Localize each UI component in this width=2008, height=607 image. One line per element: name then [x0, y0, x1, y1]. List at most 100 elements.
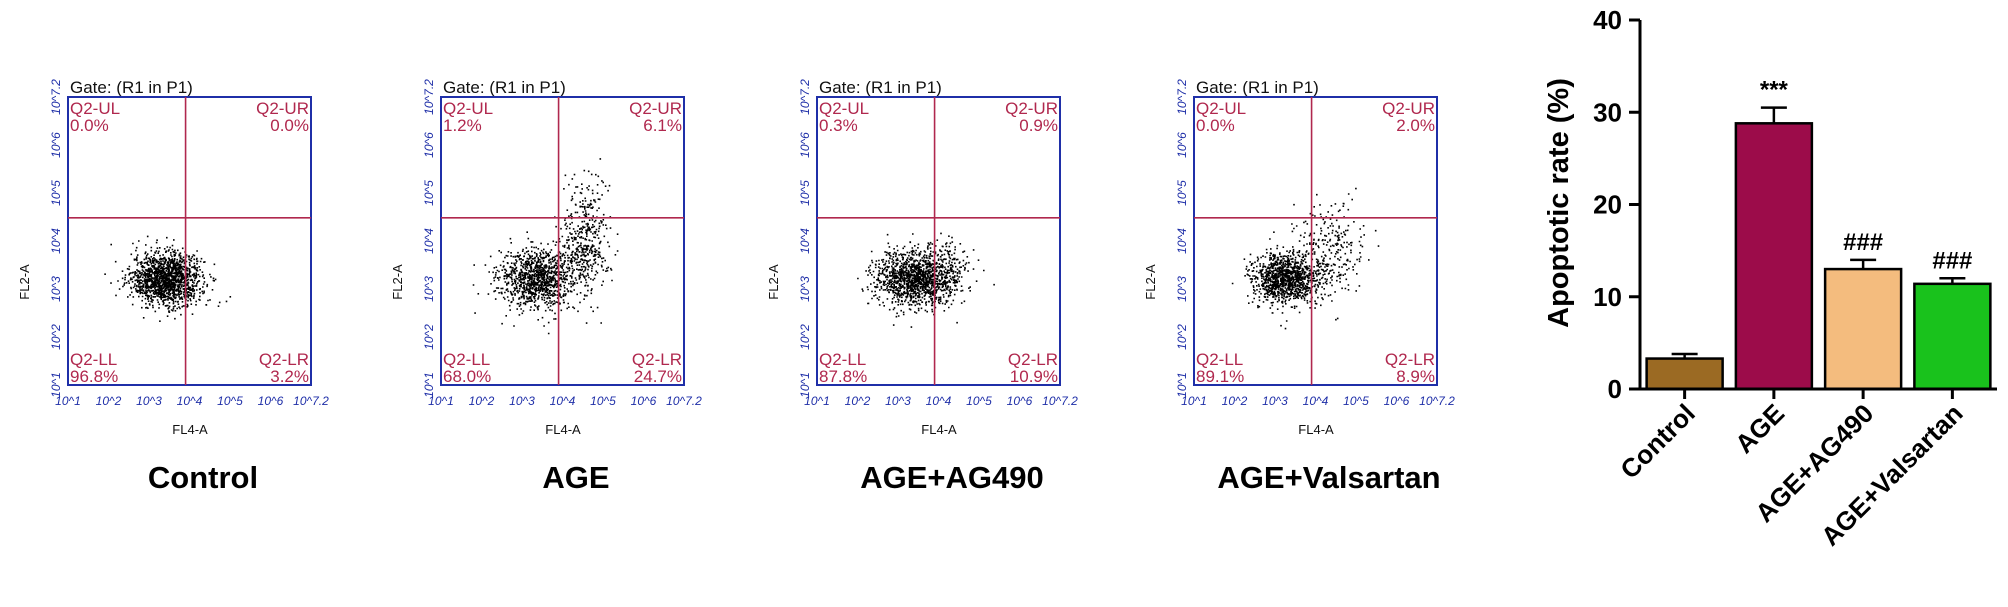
bar: [1734, 122, 1814, 391]
quadrant-value-lr: 8.9%: [1396, 367, 1435, 386]
y-tick-label: 10^5: [49, 180, 63, 206]
y-tick-label: 10^4: [49, 228, 63, 254]
x-tick-label: 10^1: [1181, 394, 1207, 408]
quadrant-label-lr: Q2-LR: [1008, 350, 1058, 369]
y-tick-label: 10^5: [422, 180, 436, 206]
quadrant-value-lr: 3.2%: [270, 367, 309, 386]
bar: [1645, 357, 1724, 391]
x-tick-label: 10^4: [926, 394, 952, 408]
bar-y-tick-label: 30: [1593, 97, 1622, 127]
quadrant-value-ll: 68.0%: [443, 367, 491, 386]
x-tick-labels: 10^1 10^2 10^3 10^4 10^5 10^6 10^7.2: [1181, 394, 1455, 408]
quadrant-label-ll: Q2-LL: [1196, 350, 1243, 369]
x-tick-label: 10^6: [258, 394, 284, 408]
flow-panel-age-valsartan: Gate: (R1 in P1) Q2-UL 0.0% Q2-UR 2.0% Q…: [1143, 78, 1455, 495]
bar-y-tick-label: 20: [1593, 190, 1622, 220]
quadrant-value-ll: 89.1%: [1196, 367, 1244, 386]
x-tick-label: 10^4: [1303, 394, 1329, 408]
apoptosis-bar-chart: Apoptotic rate (%) 0 10 20 30 40 *** ### ### C…: [1543, 5, 1997, 552]
quadrant-label-lr: Q2-LR: [259, 350, 309, 369]
dot-cloud: [857, 232, 995, 328]
y-tick-label: 10^6: [49, 132, 63, 158]
y-tick-label: 10^1: [1175, 372, 1189, 398]
quadrant-label-lr: Q2-LR: [632, 350, 682, 369]
flow-panel-control: Gate: (R1 in P1) Q2-UL 0.0% Q2-UR 0.0% Q…: [17, 78, 329, 495]
quadrant-label-ur: Q2-UR: [1005, 99, 1058, 118]
y-tick-label: 10^2: [422, 324, 436, 350]
y-tick-label: 10^1: [422, 372, 436, 398]
gate-label: Gate: (R1 in P1): [819, 78, 942, 97]
event-dots: [104, 235, 232, 322]
y-tick-labels: 10^1 10^2 10^3 10^4 10^5 10^6 10^7.2: [798, 79, 812, 398]
quadrant-value-ul: 1.2%: [443, 116, 482, 135]
y-tick-labels: 10^1 10^2 10^3 10^4 10^5 10^6 10^7.2: [49, 79, 63, 398]
event-dots: [857, 232, 995, 328]
x-tick-label: 10^2: [96, 394, 122, 408]
y-tick-label: 10^7.2: [49, 79, 63, 115]
y-tick-label: 10^4: [422, 228, 436, 254]
quadrant-label-ll: Q2-LL: [443, 350, 490, 369]
quadrant-value-lr: 24.7%: [634, 367, 682, 386]
event-dots: [472, 158, 619, 335]
x-axis-label: FL4-A: [1298, 422, 1334, 437]
x-tick-label: 10^3: [136, 394, 162, 408]
x-tick-label: 10^5: [966, 394, 992, 408]
bar-y-tick-label: 40: [1593, 5, 1622, 35]
y-tick-label: 10^5: [1175, 180, 1189, 206]
x-tick-label: 10^7.2: [1419, 394, 1455, 408]
quadrant-label-ll: Q2-LL: [70, 350, 117, 369]
x-tick-labels: 10^1 10^2 10^3 10^4 10^5 10^6 10^7.2: [428, 394, 702, 408]
x-tick-labels: 10^1 10^2 10^3 10^4 10^5 10^6 10^7.2: [55, 394, 329, 408]
quadrant-label-ll: Q2-LL: [819, 350, 866, 369]
dot-cloud: [472, 158, 619, 335]
condition-label: AGE+AG490: [860, 460, 1044, 495]
quadrant-value-ur: 0.0%: [270, 116, 309, 135]
y-tick-label: 10^1: [49, 372, 63, 398]
x-tick-label: 10^5: [1343, 394, 1369, 408]
plot-frame: [440, 96, 685, 386]
quadrant-label-ur: Q2-UR: [256, 99, 309, 118]
bar: [1913, 282, 1992, 391]
bar-category-label: Control: [1614, 398, 1701, 485]
condition-label: AGE+Valsartan: [1217, 460, 1440, 495]
x-tick-label: 10^6: [1384, 394, 1410, 408]
bar-y-tick-label: 10: [1593, 282, 1622, 312]
plot-frame: [1193, 96, 1438, 386]
bar-y-tick-label: 0: [1608, 374, 1622, 404]
quadrant-value-ur: 0.9%: [1019, 116, 1058, 135]
x-tick-label: 10^1: [428, 394, 454, 408]
quadrant-value-ur: 2.0%: [1396, 116, 1435, 135]
x-tick-label: 10^3: [885, 394, 911, 408]
x-tick-label: 10^7.2: [1042, 394, 1078, 408]
y-tick-label: 10^2: [1175, 324, 1189, 350]
y-tick-label: 10^7.2: [1175, 79, 1189, 115]
quadrant-value-lr: 10.9%: [1010, 367, 1058, 386]
bar-y-ticks: 0 10 20 30 40: [1593, 5, 1640, 404]
x-tick-labels: 10^1 10^2 10^3 10^4 10^5 10^6 10^7.2: [804, 394, 1078, 408]
y-tick-label: 10^5: [798, 180, 812, 206]
x-tick-label: 10^2: [845, 394, 871, 408]
y-axis-label: FL2-A: [1143, 264, 1158, 300]
x-tick-label: 10^2: [469, 394, 495, 408]
y-tick-label: 10^4: [1175, 228, 1189, 254]
x-tick-label: 10^1: [55, 394, 81, 408]
x-tick-label: 10^6: [1007, 394, 1033, 408]
x-tick-label: 10^5: [590, 394, 616, 408]
x-tick-label: 10^7.2: [293, 394, 329, 408]
significance-mark: ###: [1843, 229, 1883, 256]
y-axis-label: FL2-A: [390, 264, 405, 300]
y-tick-label: 10^3: [1175, 276, 1189, 302]
dot-cloud: [1231, 187, 1380, 330]
y-tick-label: 10^2: [49, 324, 63, 350]
x-tick-label: 10^3: [1262, 394, 1288, 408]
quadrant-value-ll: 87.8%: [819, 367, 867, 386]
quadrant-label-ul: Q2-UL: [70, 99, 120, 118]
flow-panel-age-ag490: Gate: (R1 in P1) Q2-UL 0.3% Q2-UR 0.9% Q…: [766, 78, 1078, 495]
y-axis-label: FL2-A: [17, 264, 32, 300]
x-axis-label: FL4-A: [921, 422, 957, 437]
y-tick-label: 10^3: [798, 276, 812, 302]
plot-frame: [67, 96, 312, 386]
bar-category-label: AGE: [1729, 398, 1790, 459]
quadrant-label-ul: Q2-UL: [819, 99, 869, 118]
